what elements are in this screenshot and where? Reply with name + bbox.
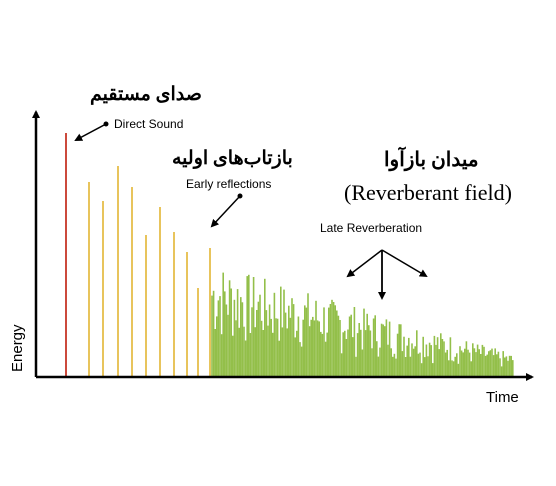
direct-sound-pointer	[74, 123, 107, 141]
late-reverberation-arrow-left	[346, 249, 383, 278]
x-axis-label: Time	[486, 389, 519, 406]
reverberant-field-label-fa: میدان بازآوا	[384, 146, 479, 172]
early-reflections-label-fa: بازتاب‌های اولیه	[172, 148, 293, 169]
late-reverberation-bars	[211, 272, 514, 376]
early-reflections-label: Early reflections	[186, 177, 271, 191]
early-reflection-bars	[88, 166, 211, 376]
y-axis-label: Energy	[9, 324, 26, 372]
direct-sound-label-fa: صدای مستقیم	[90, 84, 202, 105]
direct-sound-label: Direct Sound	[114, 117, 183, 131]
late-reverberation-arrow-right	[381, 249, 428, 278]
reverberant-field-label: (Reverberant field)	[344, 180, 512, 205]
late-reverberation-label: Late Reverberation	[320, 221, 422, 235]
early-reflections-pointer	[210, 195, 241, 228]
